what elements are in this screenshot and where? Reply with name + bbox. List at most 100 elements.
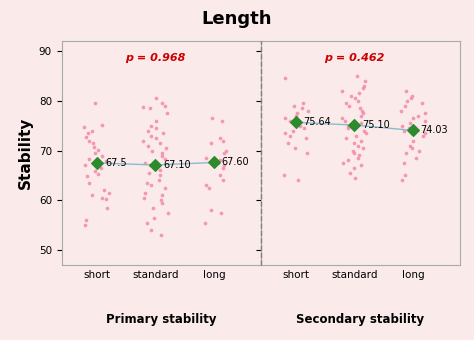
Text: 67.10: 67.10 [163, 160, 191, 170]
Point [342, 135, 350, 141]
Text: 75.64: 75.64 [303, 117, 331, 128]
Point [351, 122, 358, 128]
Point [408, 93, 415, 98]
Point [85, 138, 92, 143]
Point [163, 145, 170, 151]
Point [206, 185, 213, 191]
Point [80, 124, 88, 129]
Point [281, 130, 289, 136]
Point [304, 108, 312, 113]
Point [103, 197, 110, 202]
Point [140, 195, 148, 201]
Point [164, 210, 172, 216]
Point [161, 103, 169, 108]
Point [98, 154, 105, 159]
Point [84, 130, 91, 136]
Point [409, 128, 417, 133]
Point [220, 150, 228, 156]
Point [414, 113, 421, 118]
Point [403, 88, 410, 94]
Text: 67.5: 67.5 [105, 158, 127, 168]
Point [357, 138, 365, 143]
Point [153, 125, 160, 131]
Point [412, 155, 420, 161]
Point [94, 147, 101, 152]
Point [351, 150, 358, 156]
Point [421, 130, 429, 136]
Point [293, 110, 301, 116]
Point [217, 173, 224, 178]
Point [358, 113, 365, 118]
Point [343, 100, 350, 106]
Point [202, 155, 210, 161]
Text: Length: Length [202, 10, 272, 28]
Point [401, 128, 408, 133]
Point [156, 168, 164, 173]
Point [359, 145, 367, 151]
Point [202, 183, 210, 188]
Point [361, 78, 368, 83]
Point [89, 140, 97, 146]
Point [360, 110, 367, 116]
Point [357, 120, 365, 126]
Point [407, 143, 414, 148]
Point [295, 178, 302, 183]
Point [406, 120, 414, 126]
Point [409, 138, 417, 143]
Point [214, 160, 222, 166]
Point [219, 178, 227, 183]
Point [359, 85, 366, 91]
Point [355, 98, 362, 103]
Point [84, 174, 91, 179]
Point [156, 140, 164, 146]
Point [144, 220, 151, 225]
Point [82, 218, 90, 223]
Point [347, 93, 355, 98]
Point [289, 128, 297, 133]
Point [344, 123, 351, 128]
Point [145, 170, 153, 176]
Point [419, 133, 427, 138]
Point [218, 118, 226, 123]
Y-axis label: Stability: Stability [18, 117, 33, 189]
Point [85, 157, 93, 162]
Point [91, 100, 99, 106]
Point [338, 115, 346, 121]
Point [157, 233, 164, 238]
Point [292, 120, 300, 125]
Text: 67.60: 67.60 [221, 157, 249, 168]
Point [299, 100, 307, 106]
Point [150, 215, 158, 221]
Point [281, 115, 289, 121]
Point [292, 113, 300, 118]
Point [216, 135, 224, 141]
Point [291, 103, 298, 108]
Point [285, 140, 292, 146]
Point [356, 90, 363, 96]
Point [350, 165, 358, 171]
Point [280, 173, 287, 178]
Point [297, 123, 304, 128]
Point [351, 96, 359, 101]
Point [357, 163, 365, 168]
Point [341, 118, 348, 123]
Point [210, 160, 218, 165]
Point [350, 140, 358, 146]
Point [141, 190, 148, 196]
Point [219, 138, 227, 143]
Point [346, 170, 354, 176]
Point [152, 162, 159, 168]
Point [339, 160, 347, 166]
Text: Secondary stability: Secondary stability [296, 313, 424, 326]
Point [158, 100, 166, 106]
Point [158, 200, 165, 206]
Point [144, 143, 152, 148]
Point [157, 173, 164, 178]
Point [298, 105, 305, 111]
Point [338, 88, 346, 94]
Point [403, 98, 410, 103]
Point [159, 130, 167, 136]
Point [345, 158, 352, 163]
Point [82, 134, 90, 139]
Point [97, 165, 105, 171]
